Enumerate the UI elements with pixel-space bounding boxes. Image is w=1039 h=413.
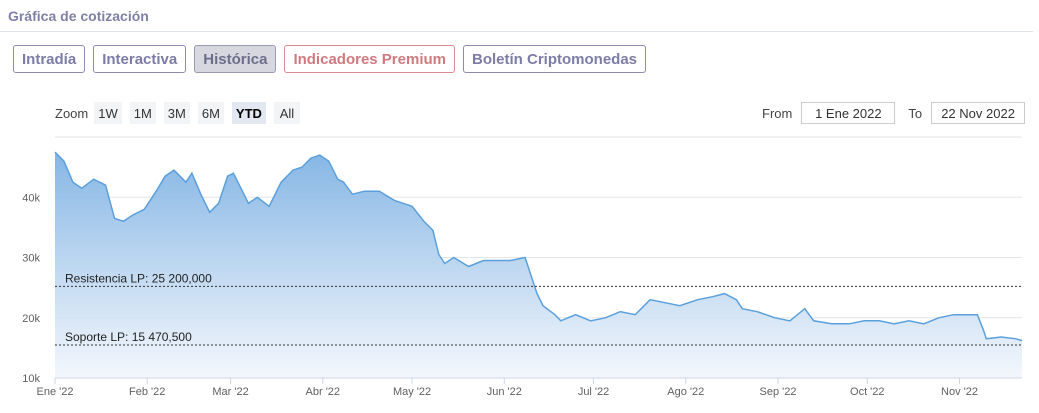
x-tick-label: May '22: [393, 386, 431, 398]
zoom-all-button[interactable]: All: [273, 102, 300, 124]
x-tick-label: Sep '22: [760, 386, 797, 398]
date-range: From 1 Ene 2022 To 22 Nov 2022: [762, 102, 1026, 124]
chart-tabs: Intradía Interactiva Histórica Indicador…: [13, 45, 647, 73]
zoom-label: Zoom: [55, 105, 89, 121]
x-tick-label: Abr '22: [306, 386, 341, 398]
price-line: [54, 151, 1023, 342]
x-tick-label: Ene '22: [37, 386, 74, 398]
price-area: [55, 152, 1022, 378]
tab-historica[interactable]: Histórica: [194, 45, 277, 73]
to-label: To: [908, 105, 923, 121]
tab-interactiva[interactable]: Interactiva: [93, 45, 187, 73]
zoom-6m-button[interactable]: 6M: [197, 102, 224, 124]
tab-intradia[interactable]: Intradía: [13, 45, 86, 73]
from-label: From: [762, 105, 793, 121]
x-tick-label: Feb '22: [129, 386, 165, 398]
x-tick-label: Jun '22: [487, 386, 522, 398]
tab-boletin-criptomonedas[interactable]: Boletín Criptomonedas: [463, 45, 647, 73]
tab-indicadores-premium[interactable]: Indicadores Premium: [284, 45, 455, 73]
zoom-selector: Zoom 1W 1M 3M 6M YTD All: [55, 102, 308, 124]
page-title: Gráfica de cotización: [8, 8, 149, 24]
x-tick-label: Mar '22: [212, 386, 248, 398]
x-tick-label: Nov '22: [941, 386, 978, 398]
x-tick-label: Oct '22: [850, 386, 885, 398]
x-tick-label: Ago '22: [667, 386, 704, 398]
y-tick-label: 20k: [22, 313, 40, 325]
price-levels: Resistencia LP: 25 200,000 Soporte LP: 15…: [55, 271, 1022, 346]
level-label: Soporte LP: 15 470,500: [65, 330, 192, 344]
x-axis-ticks: Ene '22 Feb '22 Mar '22 Abr '22 May '22 Jun '…: [37, 377, 1022, 398]
level-label: Resistencia LP: 25 200,000: [65, 271, 212, 285]
y-axis-ticks: 10k 20k 30k 40k: [22, 192, 40, 385]
zoom-1m-button[interactable]: 1M: [129, 102, 156, 124]
y-tick-label: 30k: [22, 253, 40, 265]
to-date-input[interactable]: 22 Nov 2022: [931, 102, 1026, 124]
y-tick-label: 10k: [22, 373, 40, 385]
zoom-ytd-button[interactable]: YTD: [231, 102, 266, 124]
title-divider: [0, 31, 1033, 32]
y-tick-label: 40k: [22, 192, 40, 204]
x-tick-label: Jul '22: [578, 386, 609, 398]
from-date-input[interactable]: 1 Ene 2022: [801, 102, 896, 124]
zoom-1w-button[interactable]: 1W: [94, 102, 122, 124]
zoom-3m-button[interactable]: 3M: [163, 102, 190, 124]
